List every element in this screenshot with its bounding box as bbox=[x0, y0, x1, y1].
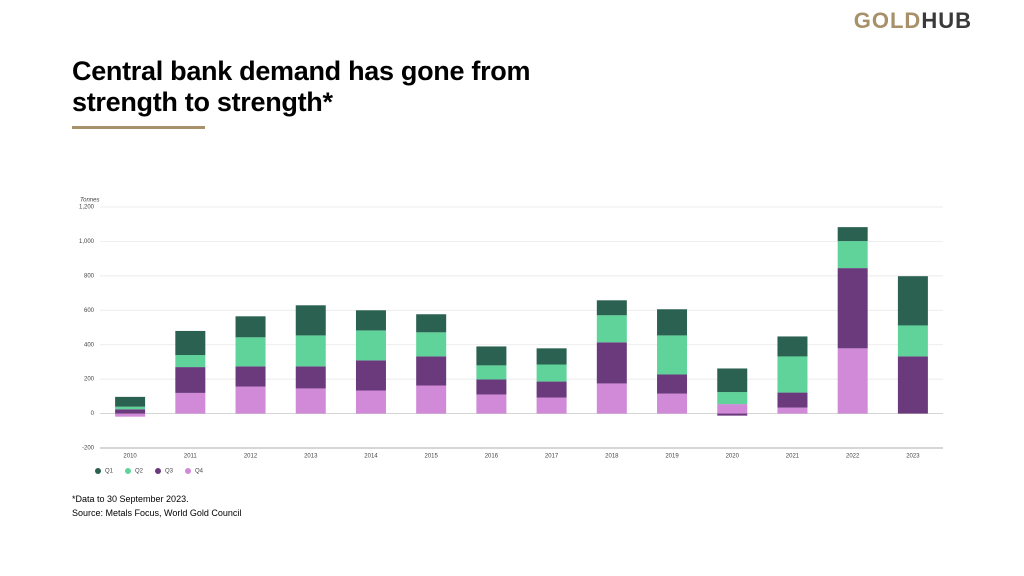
bar-segment bbox=[777, 407, 808, 414]
bar-segment bbox=[235, 386, 266, 414]
bar-segment bbox=[235, 366, 266, 387]
bar-segment bbox=[295, 335, 326, 367]
y-tick-label: 0 bbox=[91, 411, 95, 417]
source: Source: Metals Focus, World Gold Council bbox=[72, 508, 242, 518]
x-tick-label: 2021 bbox=[786, 454, 800, 460]
bar-segment bbox=[355, 390, 386, 414]
bar-segment bbox=[175, 355, 206, 368]
bar-segment bbox=[115, 396, 146, 407]
bar-segment bbox=[416, 314, 447, 333]
x-tick-label: 2023 bbox=[906, 454, 920, 460]
bar-segment bbox=[115, 413, 146, 417]
bar-segment bbox=[416, 332, 447, 357]
bar-segment bbox=[295, 388, 326, 414]
bar-segment bbox=[536, 364, 567, 382]
bar-segment bbox=[837, 241, 868, 269]
x-tick-label: 2020 bbox=[726, 454, 740, 460]
bar-segment bbox=[295, 305, 326, 336]
bar-segment bbox=[235, 316, 266, 338]
y-tick-label: 800 bbox=[84, 273, 95, 279]
bar-segment bbox=[837, 268, 868, 349]
logo-gold: GOLD bbox=[853, 8, 922, 33]
x-tick-label: 2012 bbox=[244, 454, 258, 460]
bar-segment bbox=[596, 342, 627, 384]
bar-segment bbox=[897, 325, 928, 357]
x-tick-label: 2019 bbox=[665, 454, 679, 460]
bar-segment bbox=[536, 397, 567, 414]
y-tick-label: 400 bbox=[84, 342, 95, 348]
bar-segment bbox=[175, 367, 206, 393]
bar-segment bbox=[596, 315, 627, 343]
legend-label: Q3 bbox=[165, 469, 174, 475]
y-tick-label: 1,200 bbox=[79, 205, 95, 211]
legend-swatch bbox=[125, 468, 131, 474]
y-tick-label: 1,000 bbox=[79, 239, 95, 245]
legend-swatch bbox=[155, 468, 161, 474]
bar-segment bbox=[717, 413, 748, 416]
bar-segment bbox=[536, 381, 567, 398]
bar-segment bbox=[717, 368, 748, 393]
x-tick-label: 2022 bbox=[846, 454, 860, 460]
bar-segment bbox=[115, 406, 146, 410]
legend-label: Q4 bbox=[195, 469, 204, 475]
y-tick-label: -200 bbox=[82, 446, 95, 452]
y-tick-label: 200 bbox=[84, 377, 95, 383]
bar-segment bbox=[355, 360, 386, 391]
bar-segment bbox=[837, 348, 868, 414]
x-tick-label: 2013 bbox=[304, 454, 318, 460]
bar-segment bbox=[777, 392, 808, 408]
bar-segment bbox=[536, 348, 567, 365]
x-tick-label: 2018 bbox=[605, 454, 619, 460]
bar-segment bbox=[596, 383, 627, 414]
bar-segment bbox=[657, 374, 688, 394]
bar-segment bbox=[777, 336, 808, 357]
x-tick-label: 2017 bbox=[545, 454, 559, 460]
logo: GOLDHUB bbox=[854, 8, 972, 34]
bar-segment bbox=[355, 310, 386, 331]
bar-segment bbox=[897, 276, 928, 326]
bar-segment bbox=[777, 356, 808, 393]
logo-hub: HUB bbox=[921, 8, 972, 33]
bar-segment bbox=[837, 227, 868, 242]
footnote: *Data to 30 September 2023. bbox=[72, 494, 189, 504]
bar-segment bbox=[476, 365, 507, 380]
bar-segment bbox=[175, 330, 206, 356]
y-tick-label: 600 bbox=[84, 308, 95, 314]
x-tick-label: 2016 bbox=[485, 454, 499, 460]
bar-segment bbox=[657, 393, 688, 414]
bar-segment bbox=[657, 309, 688, 336]
bar-segment bbox=[717, 392, 748, 405]
y-axis-label: Tonnes bbox=[80, 198, 99, 204]
bar-segment bbox=[717, 404, 748, 414]
x-tick-label: 2014 bbox=[364, 454, 378, 460]
legend-label: Q2 bbox=[135, 469, 144, 475]
bar-segment bbox=[355, 330, 386, 361]
x-tick-label: 2011 bbox=[184, 454, 198, 460]
bar-segment bbox=[897, 356, 928, 414]
bar-segment bbox=[416, 356, 447, 386]
x-tick-label: 2015 bbox=[424, 454, 438, 460]
x-tick-label: 2010 bbox=[123, 454, 137, 460]
bar-segment bbox=[295, 366, 326, 389]
legend-swatch bbox=[95, 468, 101, 474]
bar-segment bbox=[596, 300, 627, 316]
bar-segment bbox=[175, 392, 206, 414]
bar-segment bbox=[657, 335, 688, 375]
bar-segment bbox=[416, 385, 447, 414]
bar-segment bbox=[476, 346, 507, 366]
title-rule bbox=[72, 126, 205, 129]
bar-segment bbox=[235, 337, 266, 367]
slide-title: Central bank demand has gone from streng… bbox=[72, 56, 531, 117]
legend-label: Q1 bbox=[105, 469, 114, 475]
bar-segment bbox=[476, 379, 507, 395]
legend-swatch bbox=[185, 468, 191, 474]
bar-segment bbox=[476, 394, 507, 414]
bar-segment bbox=[115, 409, 146, 414]
